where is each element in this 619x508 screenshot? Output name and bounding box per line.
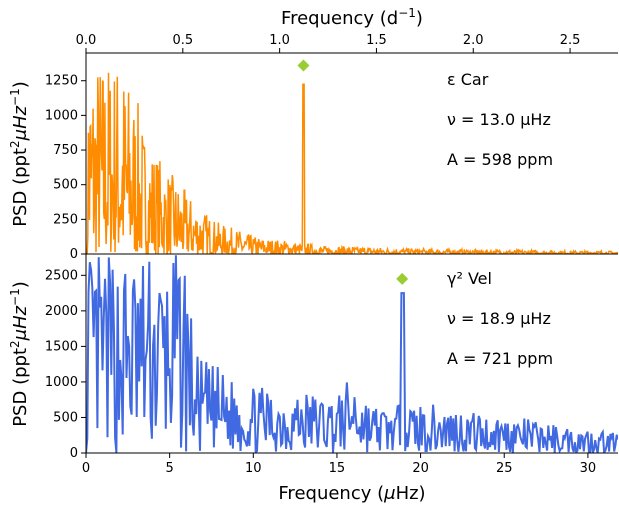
- nu-label-top: ν = 13.0 μHz: [447, 110, 551, 129]
- x-tick-label: 25: [496, 461, 513, 476]
- top-tick-label: 0.0: [76, 33, 97, 48]
- peak-marker: [396, 272, 409, 285]
- psd-series-line: [86, 72, 618, 254]
- psd-series-line: [86, 255, 618, 453]
- y-axis-title-bottom: PSD (ppt2μHz−1): [8, 281, 31, 427]
- top-tick-label: 2.0: [463, 33, 484, 48]
- panel-gamma2-vel: 0 500 1000 1500 2000 2500 0 5 10 15 20 25 30: [45, 254, 618, 476]
- y-tick-label: 250: [53, 212, 78, 227]
- top-frequency-axis: 0.0 0.5 1.0 1.5 2.0 2.5: [76, 33, 618, 54]
- star-name-bottom: γ² Vel: [447, 269, 492, 288]
- x-tick-label: 5: [166, 461, 174, 476]
- bottom-axis-title: Frequency (μHz): [278, 483, 425, 504]
- x-tick-label: 15: [329, 461, 346, 476]
- y-axis-title-top: PSD (ppt2μHz−1): [8, 81, 31, 227]
- y-tick-label: 1000: [45, 108, 78, 123]
- y-tick-label: 0: [70, 247, 78, 262]
- y-tick-label: 0: [70, 446, 78, 461]
- y-tick-label: 1500: [45, 339, 78, 354]
- x-tick-label: 30: [580, 461, 597, 476]
- y-tick-label: 1000: [45, 375, 78, 390]
- top-tick-label: 1.0: [269, 33, 290, 48]
- x-tick-label: 20: [412, 461, 429, 476]
- y-tick-label: 750: [53, 143, 78, 158]
- y-tick-label: 2000: [45, 304, 78, 319]
- y-tick-label: 2500: [45, 268, 78, 283]
- top-tick-label: 1.5: [366, 33, 387, 48]
- panel-epsilon-car: 0 250 500 750 1000 1250: [45, 53, 618, 262]
- peak-marker: [297, 59, 310, 72]
- top-axis-title: Frequency (d−1): [281, 6, 423, 29]
- star-name-top: ε Car: [447, 70, 489, 89]
- y-tick-label: 500: [53, 178, 78, 193]
- amp-label-bottom: A = 721 ppm: [447, 349, 553, 368]
- x-tick-label: 0: [82, 461, 90, 476]
- top-tick-label: 2.5: [560, 33, 581, 48]
- top-tick-label: 0.5: [172, 33, 193, 48]
- y-tick-label: 1250: [45, 74, 78, 89]
- amp-label-top: A = 598 ppm: [447, 150, 553, 169]
- y-tick-label: 500: [53, 410, 78, 425]
- nu-label-bottom: ν = 18.9 μHz: [447, 309, 551, 328]
- x-tick-label: 10: [245, 461, 262, 476]
